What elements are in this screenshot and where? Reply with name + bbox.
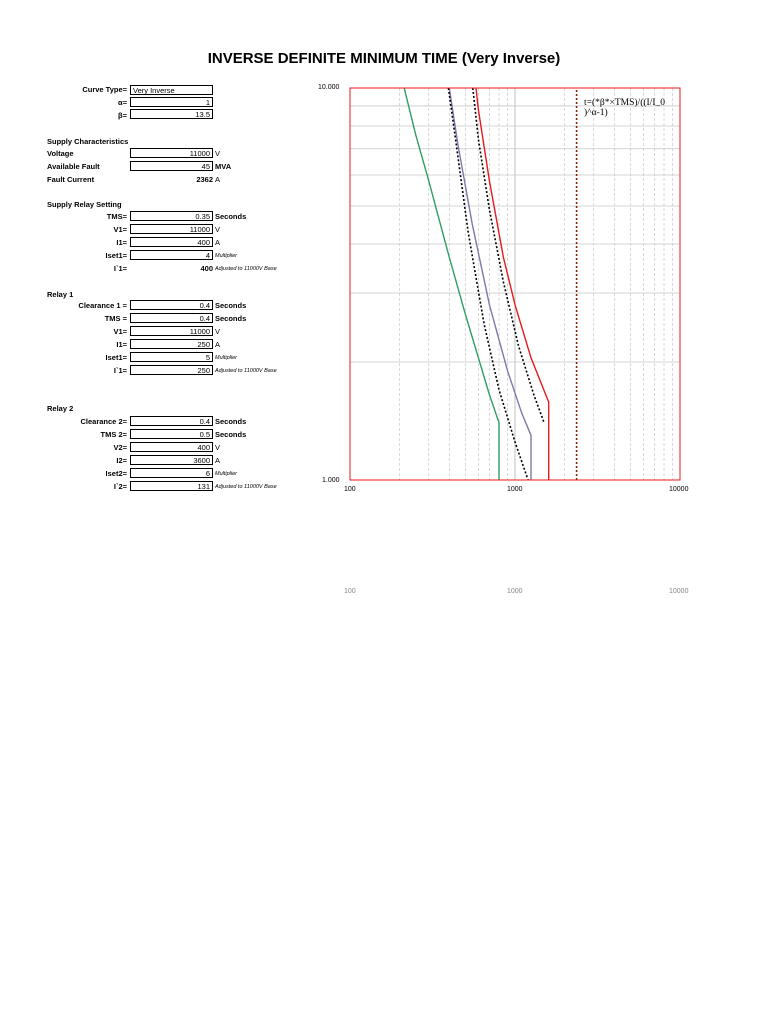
supply-iset-note: Multiplier xyxy=(215,253,238,259)
supply-v1-field[interactable]: 11000 xyxy=(130,224,213,234)
supply-iset-label: Iset1= xyxy=(105,251,127,260)
supply-iprime-label: I`1= xyxy=(113,264,127,273)
y-tick-label-top: 10.000 xyxy=(318,84,340,91)
series-line-3 xyxy=(447,87,529,481)
relay2-iprime-note: Adjusted to 11000V Base xyxy=(215,484,277,490)
fault-field[interactable]: 45 xyxy=(130,161,213,171)
relay1-iprime-label: I`1= xyxy=(113,366,127,375)
relay1-clearance-field[interactable]: 0.4 xyxy=(130,300,213,310)
supply-i1-field[interactable]: 400 xyxy=(130,237,213,247)
relay2-tms-unit: Seconds xyxy=(215,430,247,439)
series-group xyxy=(403,87,578,481)
plot-border xyxy=(349,87,681,481)
series-line-5 xyxy=(475,87,550,480)
relay1-i1-label: I1= xyxy=(116,340,127,349)
relay2-tms-label: TMS 2= xyxy=(100,430,127,439)
supply-v1-label: V1= xyxy=(113,225,127,234)
vertical-gridlines xyxy=(399,88,673,480)
relay2-iset-note: Multiplier xyxy=(215,471,238,477)
relay2-v2-unit: V xyxy=(215,443,221,452)
voltage-unit: V xyxy=(215,149,221,158)
relay1-i1-unit: A xyxy=(215,340,221,349)
series-line-4 xyxy=(472,87,545,423)
relay1-tms-unit: Seconds xyxy=(215,314,247,323)
alpha-field[interactable]: 1 xyxy=(130,97,213,107)
relay2-i2-unit: A xyxy=(215,456,221,465)
x-tick-label-100-echo: 100 xyxy=(344,588,356,595)
relay2-v2-label: V2= xyxy=(113,443,127,452)
supply-iset-field[interactable]: 4 xyxy=(130,250,213,260)
fault-current-unit: A xyxy=(215,175,221,184)
series-line-2 xyxy=(448,87,532,480)
relay1-v1-field[interactable]: 11000 xyxy=(130,326,213,336)
relay2-v2-field[interactable]: 400 xyxy=(130,442,213,452)
relay2-tms-field[interactable]: 0.5 xyxy=(130,429,213,439)
supply-i1-label: I1= xyxy=(116,238,127,247)
supply-iprime-note: Adjusted to 11000V Base xyxy=(215,266,277,272)
curve-type-label: Curve Type= xyxy=(82,85,127,94)
supply-i1-unit: A xyxy=(215,238,221,247)
relay1-iset-label: Iset1= xyxy=(105,353,127,362)
supply-tms-field[interactable]: 0.35 xyxy=(130,211,213,221)
relay2-iprime-field[interactable]: 131 xyxy=(130,481,213,491)
supply-iprime-value: 400 xyxy=(200,264,213,273)
x-tick-label-100: 100 xyxy=(344,486,356,493)
y-tick-label-bottom: 1.000 xyxy=(322,477,340,484)
x-tick-label-10000-echo: 10000 xyxy=(669,588,689,595)
relay1-tms-field[interactable]: 0.4 xyxy=(130,313,213,323)
fault-label: Available Fault xyxy=(47,162,100,171)
supply-v1-unit: V xyxy=(215,225,221,234)
relay1-i1-field[interactable]: 250 xyxy=(130,339,213,349)
relay2-iset-label: Iset2= xyxy=(105,469,127,478)
fault-unit: MVA xyxy=(215,162,232,171)
idmt-chart xyxy=(349,87,681,481)
relay2-clearance-label: Clearance 2= xyxy=(80,417,128,426)
formula-label: t=(*β*×TMS)/((I/I_0 )^α-1) xyxy=(584,98,665,118)
relay1-clearance-unit: Seconds xyxy=(215,301,247,310)
relay1-clearance-label: Clearance 1 = xyxy=(78,301,127,310)
relay1-v1-label: V1= xyxy=(113,327,127,336)
supply-header: Supply Characteristics xyxy=(47,137,129,146)
relay2-clearance-field[interactable]: 0.4 xyxy=(130,416,213,426)
alpha-label: α= xyxy=(118,98,127,107)
voltage-label: Voltage xyxy=(47,149,74,158)
relay1-iset-note: Multiplier xyxy=(215,355,238,361)
x-tick-label-1000: 1000 xyxy=(507,486,523,493)
fault-current-label: Fault Current xyxy=(47,175,95,184)
page-title: INVERSE DEFINITE MINIMUM TIME (Very Inve… xyxy=(207,50,561,67)
series-line-1 xyxy=(403,87,500,480)
beta-field[interactable]: 13.5 xyxy=(130,109,213,119)
beta-label: β= xyxy=(118,111,127,120)
x-tick-label-1000-echo: 1000 xyxy=(507,588,523,595)
relay2-i2-field[interactable]: 3600 xyxy=(130,455,213,465)
x-tick-label-10000: 10000 xyxy=(669,486,689,493)
relay1-iprime-field[interactable]: 250 xyxy=(130,365,213,375)
horizontal-gridlines xyxy=(350,105,680,363)
curve-type-field[interactable]: Very Inverse xyxy=(130,85,213,95)
relay1-tms-label: TMS = xyxy=(104,314,127,323)
voltage-field[interactable]: 11000 xyxy=(130,148,213,158)
relay1-header: Relay 1 xyxy=(47,290,74,299)
relay2-clearance-unit: Seconds xyxy=(215,417,247,426)
relay1-iset-field[interactable]: 5 xyxy=(130,352,213,362)
relay2-iprime-label: I`2= xyxy=(113,482,127,491)
supply-tms-label: TMS= xyxy=(106,212,127,221)
relay1-v1-unit: V xyxy=(215,327,221,336)
relay2-i2-label: I2= xyxy=(116,456,127,465)
supply-tms-unit: Seconds xyxy=(215,212,247,221)
relay2-iset-field[interactable]: 6 xyxy=(130,468,213,478)
relay1-iprime-note: Adjusted to 11000V Base xyxy=(215,368,277,374)
fault-current-value: 2362 xyxy=(196,175,213,184)
relay2-header: Relay 2 xyxy=(47,404,74,413)
supply-relay-header: Supply Relay Setting xyxy=(47,200,122,209)
